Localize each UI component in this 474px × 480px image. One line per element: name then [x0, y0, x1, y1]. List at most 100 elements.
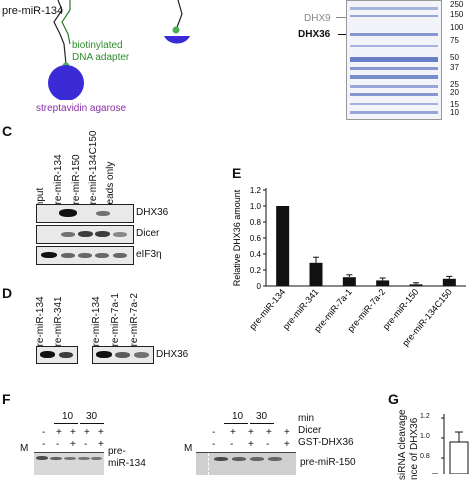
dicer-sign-left-3: +	[84, 427, 90, 438]
pre-mir-label: pre-miR-134	[2, 5, 64, 17]
bar-pre-miR-150	[409, 284, 423, 286]
band	[78, 457, 90, 460]
dicer-label: Dicer	[298, 425, 322, 436]
gel-divider	[208, 453, 209, 475]
ladder-tick-250: 250	[450, 0, 464, 9]
blot-d-right	[92, 346, 154, 364]
gst-sign-right-4: +	[284, 439, 290, 450]
y-tick-label: 0.4	[250, 250, 262, 259]
y-axis-label: Relative DHX36 amount	[232, 189, 242, 286]
panel-a-schematic	[48, 0, 190, 100]
bar-chart: 0 0.2 0.4 0.6 0.8 1.0 1.2 Relative DHX36 amount…	[232, 186, 466, 348]
gst-sign-right-0: -	[212, 439, 216, 450]
blot-d-left	[36, 346, 78, 364]
gst-sign-left-3: -	[84, 439, 88, 450]
pre-mir-150-label: pre-miR-150	[300, 457, 356, 468]
panel-c-letter: C	[2, 123, 13, 139]
y-tick-label: 1.2	[250, 186, 262, 195]
gst-sign-left-4: +	[98, 439, 104, 450]
band	[61, 232, 75, 237]
gel-f-left	[34, 452, 104, 475]
time-10-right: 10	[232, 411, 244, 422]
bar-pre-miR-7a-2	[376, 280, 390, 286]
g-tick-1: 1.2	[420, 413, 430, 420]
y-tick-label: 0.6	[250, 234, 262, 243]
dicer-sign-right-4: +	[284, 427, 290, 438]
panel-d-letter: D	[2, 285, 13, 301]
dicer-sign-left-2: +	[70, 427, 76, 438]
ladder-tick-10: 10	[450, 108, 459, 117]
band	[64, 457, 76, 460]
ladder-tick-50: 50	[450, 53, 459, 62]
rna-hairpin-strand	[53, 0, 67, 65]
band	[40, 351, 55, 358]
lane-label-d-left-1: pre-miR-341	[53, 296, 64, 352]
y-tick-label: 0.2	[250, 266, 262, 275]
g-tick-3: 0.8	[420, 453, 430, 460]
band	[113, 232, 127, 237]
dna-adapter-strand	[61, 0, 71, 45]
row-label-dicer: Dicer	[136, 228, 160, 239]
pre-mir-134-label: pre- miR-134	[108, 446, 146, 469]
lane-label-c-2: pre-miR-150	[71, 154, 82, 210]
bar-pre-miR-7a-1	[342, 277, 356, 286]
blot-dicer	[36, 225, 134, 244]
band	[268, 457, 282, 461]
ladder-tick-20: 20	[450, 88, 459, 97]
band	[61, 253, 75, 258]
time-bar	[250, 423, 274, 424]
gel-f-right	[196, 452, 296, 475]
row-label-d: DHX36	[156, 349, 189, 360]
lane-label-d-right-2: pre-miR-7a-2	[129, 293, 140, 352]
gst-sign-right-2: +	[248, 439, 254, 450]
panel-g-letter: G	[388, 391, 399, 407]
band	[214, 457, 228, 461]
second-biotin-dot	[172, 26, 180, 34]
panel-e-letter: E	[232, 165, 242, 181]
lane-label-c-3: pre-miR-134C150	[88, 130, 99, 210]
band	[36, 456, 48, 460]
lane-label-d-right-1: pre-miR-7a-1	[110, 293, 121, 352]
y-tick-label: 0	[257, 282, 262, 291]
streptavidin-bead	[48, 65, 84, 100]
min-label: min	[298, 413, 315, 424]
band	[50, 457, 62, 460]
lane-label-d-left-0: pre-miR-134	[35, 296, 46, 352]
g-ylabel-2: nce of DHX36	[409, 417, 420, 480]
band	[96, 351, 112, 358]
dicer-sign-right-1: +	[230, 427, 236, 438]
gst-sign-right-3: -	[266, 439, 270, 450]
band	[95, 253, 109, 258]
band	[59, 352, 73, 358]
blot-eif3	[36, 246, 134, 265]
dhx36-label: DHX36	[298, 29, 331, 40]
g-ylabel-1: siRNA cleavage	[397, 409, 408, 480]
time-30-left: 30	[86, 411, 98, 422]
gst-sign-left-1: -	[56, 439, 60, 450]
band	[59, 209, 77, 217]
ladder-tick-100: 100	[450, 23, 464, 32]
dicer-sign-right-2: +	[248, 427, 254, 438]
g-tick-2: 1.0	[420, 433, 430, 440]
bar-pre-miR-134C150	[442, 278, 456, 286]
band	[78, 253, 92, 258]
gst-sign-left-0: -	[42, 439, 46, 450]
dicer-sign-left-0: -	[42, 427, 46, 438]
time-bar	[224, 423, 248, 424]
time-bar	[80, 423, 104, 424]
dhx36-arrow	[338, 34, 346, 35]
blot-dhx36	[36, 204, 134, 223]
band	[96, 211, 110, 216]
gst-dhx36-label: GST-DHX36	[298, 437, 354, 448]
y-tick-label: 0.8	[250, 218, 262, 227]
row-label-dhx36: DHX36	[136, 207, 169, 218]
g-bar	[449, 441, 469, 474]
adapter-label: biotinylated DNA adapter	[72, 40, 130, 63]
band	[41, 252, 57, 258]
band	[232, 457, 246, 461]
dicer-sign-left-4: +	[98, 427, 104, 438]
ladder-tick-15: 15	[450, 100, 459, 109]
dhx9-label: DHX9	[304, 13, 331, 24]
band	[115, 352, 130, 358]
marker-left: M	[20, 443, 29, 454]
